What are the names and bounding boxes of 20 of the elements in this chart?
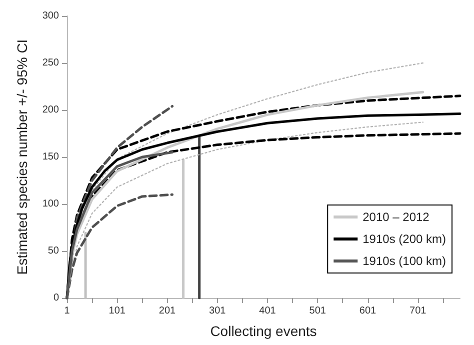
- y-tick-label: 200: [42, 104, 60, 116]
- y-axis-title: Estimated species number +/- 95% CI: [14, 39, 30, 275]
- x-tick-label: 701: [410, 306, 427, 316]
- x-axis-title: Collecting events: [210, 323, 317, 339]
- legend-label: 2010 – 2012: [362, 210, 430, 224]
- x-tick-label: 301: [209, 306, 226, 316]
- x-tick-label: 401: [259, 306, 276, 316]
- x-tick-label: 201: [158, 306, 176, 316]
- y-tick-label: 250: [42, 58, 60, 68]
- x-tick-label: 601: [359, 306, 377, 316]
- x-tick-label: 501: [309, 306, 326, 316]
- legend-label: 1910s (100 km): [362, 254, 446, 268]
- y-tick-label: 100: [42, 198, 60, 210]
- legend-label: 1910s (200 km): [362, 232, 446, 246]
- x-tick-label: 101: [108, 306, 126, 316]
- x-tick-label: 1: [64, 306, 70, 316]
- y-tick-label: 150: [42, 152, 60, 162]
- y-tick-label: 300: [42, 10, 60, 22]
- y-tick-label: 50: [48, 246, 60, 256]
- y-tick-label: 0: [53, 292, 60, 304]
